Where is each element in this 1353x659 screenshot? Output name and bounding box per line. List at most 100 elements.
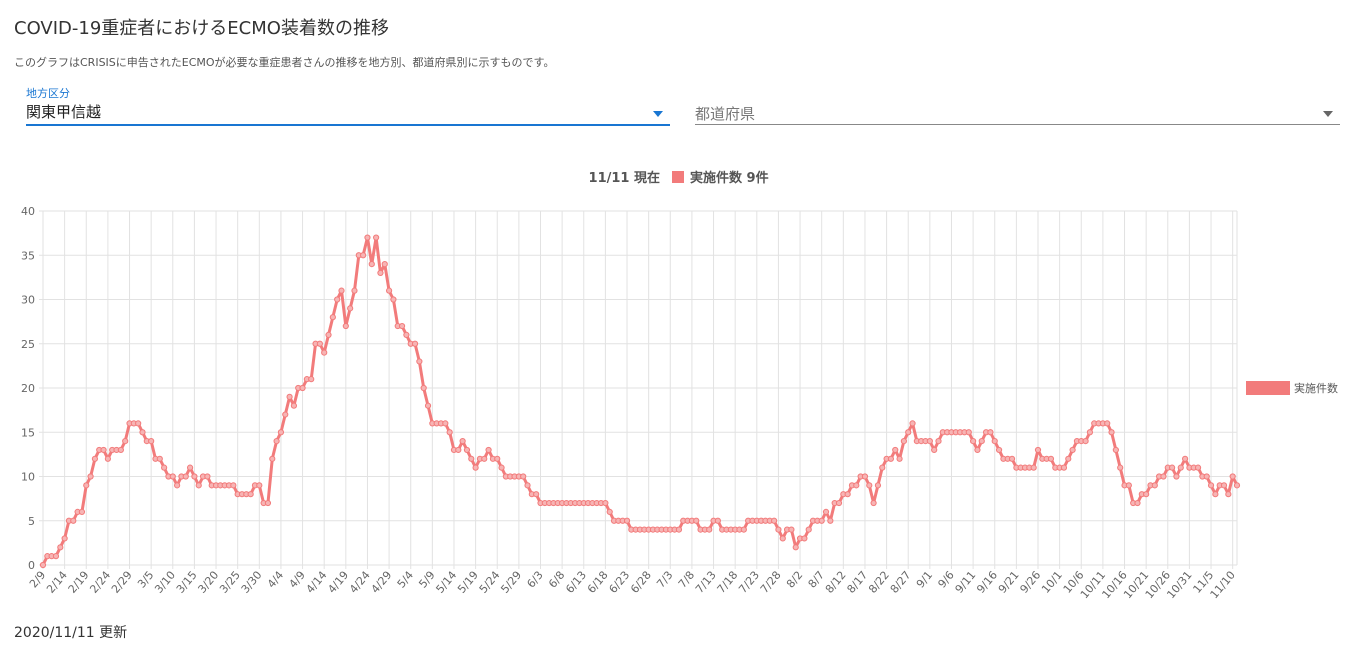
data-point <box>286 393 293 400</box>
data-point <box>1229 473 1236 480</box>
data-point <box>896 455 903 462</box>
data-point <box>740 526 747 533</box>
y-tick-label: 5 <box>28 515 35 528</box>
data-point <box>195 482 202 489</box>
data-point <box>139 429 146 436</box>
data-point <box>1065 455 1072 462</box>
data-point <box>1108 429 1115 436</box>
data-point <box>1117 464 1124 471</box>
data-point <box>1160 473 1167 480</box>
data-point <box>801 535 808 542</box>
data-point <box>481 455 488 462</box>
data-point <box>805 526 812 533</box>
data-point <box>39 561 47 569</box>
data-point <box>174 482 181 489</box>
x-tick-label: 6/13 <box>563 569 589 596</box>
x-tick-label: 7/3 <box>654 569 675 591</box>
data-point <box>853 482 860 489</box>
x-tick-label: 8/12 <box>823 569 849 596</box>
data-point <box>926 438 933 445</box>
page-title: COVID-19重症者におけるECMO装着数の推移 <box>14 18 389 39</box>
dropdown-arrow <box>653 111 663 117</box>
x-tick-label: 2/19 <box>66 569 92 596</box>
data-point <box>325 331 332 338</box>
data-point <box>468 455 475 462</box>
data-point <box>1212 491 1219 498</box>
x-tick-label: 2/24 <box>87 569 113 596</box>
data-point <box>191 473 198 480</box>
current-swatch <box>672 171 684 183</box>
data-point <box>100 446 107 454</box>
data-point <box>91 455 99 462</box>
data-point <box>935 438 942 445</box>
x-tick-label: 5/24 <box>477 569 503 596</box>
data-point <box>792 544 799 551</box>
data-point <box>424 402 432 409</box>
x-tick-label: 6/23 <box>606 569 632 596</box>
x-tick-label: 5/19 <box>455 569 481 596</box>
data-point <box>78 508 86 515</box>
x-tick-label: 2/14 <box>44 569 70 596</box>
x-tick-label: 6/18 <box>585 569 611 596</box>
y-tick-label: 0 <box>28 559 35 572</box>
data-point <box>693 517 700 524</box>
x-tick-label: 6/3 <box>524 569 545 591</box>
x-tick-label: 9/11 <box>953 569 979 596</box>
data-point <box>606 508 613 515</box>
data-point <box>835 499 843 507</box>
data-point <box>398 322 406 330</box>
data-point <box>892 446 899 454</box>
x-tick-label: 4/24 <box>347 569 373 596</box>
data-point <box>771 517 778 524</box>
x-tick-label: 9/21 <box>996 569 1022 596</box>
data-point <box>385 287 393 294</box>
data-point <box>416 358 423 365</box>
data-point <box>995 446 1003 454</box>
dropdown-arrow <box>1323 111 1333 117</box>
data-point <box>533 491 540 498</box>
data-point <box>524 482 531 489</box>
x-tick-label: 3/15 <box>174 569 200 596</box>
data-point <box>1047 455 1055 462</box>
data-point <box>498 464 505 471</box>
prefecture-select[interactable]: 都道府県 <box>695 84 1340 125</box>
x-tick-label: 8/22 <box>866 569 892 596</box>
x-tick-label: 3/20 <box>196 569 222 596</box>
x-tick-label: 3/30 <box>239 569 265 596</box>
data-point <box>364 234 371 241</box>
data-point <box>1060 464 1068 471</box>
data-point <box>308 376 315 383</box>
data-point <box>931 446 938 454</box>
data-point <box>485 446 492 454</box>
x-tick-label: 4/14 <box>304 569 330 596</box>
current-legend: 実施件数 9件 <box>690 170 769 186</box>
data-point <box>900 438 907 445</box>
data-point <box>1151 482 1158 489</box>
data-point <box>602 499 609 507</box>
x-tick-label: 7/13 <box>693 569 719 596</box>
data-point <box>1030 464 1037 471</box>
data-point <box>1207 482 1215 489</box>
x-tick-label: 3/25 <box>217 569 243 596</box>
data-point <box>247 491 254 498</box>
data-point <box>182 473 189 480</box>
data-point <box>970 438 977 445</box>
data-point <box>1177 464 1184 471</box>
x-tick-label: 5/14 <box>433 569 459 596</box>
data-point <box>965 429 972 436</box>
x-tick-label: 9/1 <box>914 569 935 591</box>
data-point <box>329 314 336 321</box>
data-point <box>459 438 466 445</box>
data-point <box>52 553 60 560</box>
data-point <box>104 455 111 462</box>
description: このグラフはCRISISに申告されたECMOが必要な重症患者さんの推移を地方別、… <box>14 56 555 69</box>
data-point <box>874 482 882 489</box>
data-point <box>316 340 323 347</box>
data-point <box>373 234 380 241</box>
region-select[interactable]: 地方区分 関東甲信越 <box>26 84 670 126</box>
data-point <box>1008 455 1016 462</box>
data-point <box>186 464 194 471</box>
data-point <box>1225 491 1232 498</box>
